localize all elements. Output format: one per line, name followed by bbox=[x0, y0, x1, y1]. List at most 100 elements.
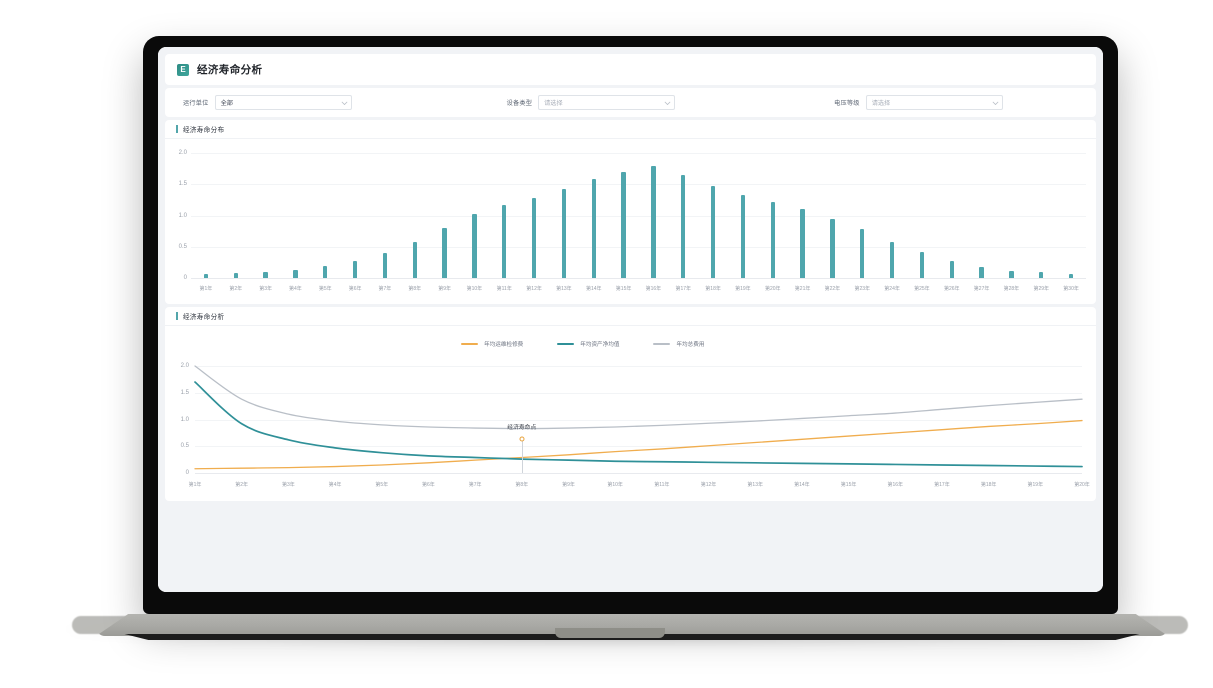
legend-swatch bbox=[557, 343, 575, 345]
bar-item[interactable] bbox=[591, 179, 596, 278]
filter-voltage-level-value: 请选择 bbox=[871, 100, 891, 107]
bar-item[interactable] bbox=[740, 194, 745, 278]
chevron-down-icon bbox=[664, 101, 671, 105]
filter-voltage-level-select[interactable]: 请选择 bbox=[865, 95, 1003, 110]
x-axis-tick-label: 第14年 bbox=[794, 482, 810, 488]
chart-gridline bbox=[191, 278, 1086, 279]
bar-item[interactable] bbox=[1068, 274, 1074, 278]
panel-title-distribution: 经济寿命分布 bbox=[183, 127, 225, 134]
legend-label: 年均总费用 bbox=[676, 342, 705, 348]
bar-item[interactable] bbox=[263, 271, 268, 278]
x-axis-tick-label: 第16年 bbox=[645, 286, 662, 292]
bar-item[interactable] bbox=[651, 165, 656, 278]
filter-equipment-type: 设备类型 请选择 bbox=[507, 95, 676, 110]
legend-label: 年均资产净均值 bbox=[580, 342, 620, 348]
dashboard-page: E 经济寿命分析 运行单位 全部 设备类型 bbox=[158, 47, 1103, 592]
page-header: E 经济寿命分析 bbox=[165, 54, 1096, 85]
x-axis-tick-label: 第20年 bbox=[764, 286, 781, 292]
bar-item[interactable] bbox=[531, 198, 537, 278]
chart-gridline bbox=[195, 366, 1082, 367]
y-axis-tick-label: 1.0 bbox=[178, 212, 187, 219]
chart-gridline bbox=[191, 153, 1086, 154]
bar-item[interactable] bbox=[919, 251, 924, 278]
y-axis-tick-label: 0.5 bbox=[178, 243, 187, 250]
laptop-base bbox=[96, 614, 1168, 636]
x-axis-tick-label: 第2年 bbox=[235, 482, 249, 488]
x-axis-tick-label: 第23年 bbox=[854, 286, 871, 292]
panel-header-distribution: 经济寿命分布 bbox=[165, 120, 1096, 139]
filter-equipment-type-select[interactable]: 请选择 bbox=[538, 95, 676, 110]
x-axis-tick-label: 第11年 bbox=[496, 286, 512, 292]
x-axis-tick-label: 第13年 bbox=[747, 482, 763, 488]
bar-item[interactable] bbox=[1039, 272, 1044, 278]
x-axis-tick-label: 第15年 bbox=[615, 286, 632, 292]
bar-item[interactable] bbox=[352, 260, 358, 278]
legend-label: 年均运维检修费 bbox=[484, 342, 524, 348]
x-axis-tick-label: 第4年 bbox=[328, 482, 342, 488]
y-axis-tick-label: 1.5 bbox=[178, 181, 187, 188]
bar-item[interactable] bbox=[412, 241, 417, 278]
x-axis-tick-label: 第18年 bbox=[705, 286, 721, 292]
line-series-group bbox=[194, 365, 1083, 470]
x-axis-tick-label: 第19年 bbox=[735, 286, 751, 292]
bar-item[interactable] bbox=[710, 186, 716, 278]
panel-economic-life-distribution: 经济寿命分布 0 0.5 1.0 1.5 2.0 第1年 第2年 第3年 第4年 第5年 第6年 第7… bbox=[165, 120, 1096, 304]
bar-item[interactable] bbox=[621, 171, 626, 278]
legend-item-2[interactable]: 年均资产净均值 bbox=[557, 340, 619, 348]
bar-item[interactable] bbox=[830, 218, 835, 278]
x-axis-tick-label: 第13年 bbox=[556, 286, 572, 292]
y-axis-tick-label: 0.5 bbox=[180, 443, 189, 450]
page-title: 经济寿命分析 bbox=[197, 64, 263, 76]
laptop-trackpad-notch bbox=[555, 628, 665, 638]
bar-item[interactable] bbox=[979, 266, 984, 278]
legend-item-3[interactable]: 年均总费用 bbox=[653, 340, 704, 348]
bar-item[interactable] bbox=[681, 174, 686, 278]
filter-operating-unit-select[interactable]: 全部 bbox=[214, 95, 352, 110]
x-axis-tick-label: 第10年 bbox=[607, 482, 623, 488]
laptop-screen: E 经济寿命分析 运行单位 全部 设备类型 bbox=[158, 47, 1103, 592]
bar-item[interactable] bbox=[323, 266, 328, 278]
bar-item[interactable] bbox=[233, 273, 238, 278]
x-axis-tick-label: 第4年 bbox=[289, 286, 302, 292]
x-axis-tick-label: 第5年 bbox=[318, 286, 332, 292]
x-axis-tick-label: 第30年 bbox=[1063, 286, 1079, 292]
bar-item[interactable] bbox=[1009, 270, 1014, 278]
x-axis-tick-label: 第25年 bbox=[914, 286, 930, 292]
bar-item[interactable] bbox=[561, 189, 566, 278]
annotation-label: 经济寿命点 bbox=[507, 425, 537, 432]
x-axis-tick-label: 第12年 bbox=[526, 286, 542, 292]
bar-item[interactable] bbox=[800, 209, 805, 278]
y-axis-tick-label: 1.5 bbox=[180, 389, 189, 396]
legend-item-1[interactable]: 年均运维检修费 bbox=[461, 340, 523, 348]
chart-gridline bbox=[195, 392, 1082, 394]
x-axis-tick-label: 第22年 bbox=[824, 286, 841, 292]
chart-legend: 年均运维检修费 年均资产净均值 年均总费用 bbox=[461, 340, 704, 348]
y-axis-tick-label: 2.0 bbox=[180, 363, 189, 369]
bar-item[interactable] bbox=[203, 274, 208, 278]
x-axis-tick-label: 第16年 bbox=[887, 482, 904, 488]
bar-item[interactable] bbox=[860, 229, 865, 278]
bar-item[interactable] bbox=[889, 241, 895, 278]
bar-item[interactable] bbox=[442, 228, 447, 278]
bar-item[interactable] bbox=[382, 253, 387, 278]
chart-gridline bbox=[191, 215, 1086, 217]
x-axis-tick-label: 第14年 bbox=[585, 286, 602, 292]
x-axis-tick-label: 第17年 bbox=[934, 482, 950, 488]
x-axis-tick-label: 第9年 bbox=[562, 482, 575, 488]
bar-item[interactable] bbox=[770, 201, 775, 278]
bar-item[interactable] bbox=[293, 269, 298, 278]
bar-item[interactable] bbox=[472, 213, 477, 278]
filter-voltage-level-label: 电压等级 bbox=[834, 100, 860, 107]
x-axis-tick-label: 第7年 bbox=[468, 482, 482, 488]
x-axis-tick-label: 第1年 bbox=[199, 286, 213, 292]
x-axis-tick-label: 第2年 bbox=[229, 286, 243, 292]
bar-item[interactable] bbox=[949, 260, 954, 278]
x-axis-tick-label: 第26年 bbox=[943, 286, 960, 292]
x-axis-tick-label: 第10年 bbox=[466, 286, 483, 292]
x-axis-tick-label: 第15年 bbox=[840, 482, 857, 488]
x-axis-tick-label: 第6年 bbox=[422, 482, 435, 488]
filter-voltage-level: 电压等级 请选择 bbox=[834, 95, 1003, 110]
bar-item[interactable] bbox=[502, 204, 507, 278]
x-axis-tick-label: 第27年 bbox=[973, 286, 990, 292]
